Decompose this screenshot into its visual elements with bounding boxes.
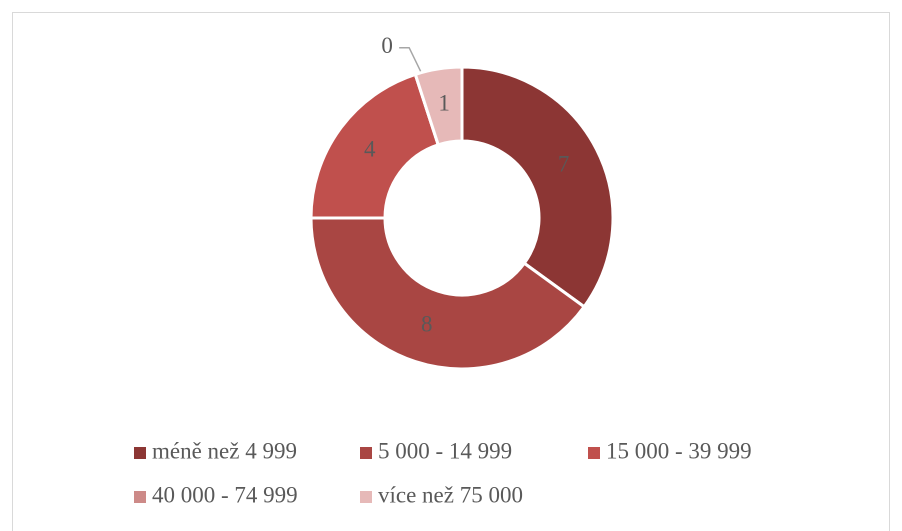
data-label: 0 bbox=[381, 33, 393, 58]
legend-label: 40 000 - 74 999 bbox=[152, 482, 298, 507]
legend-swatch bbox=[360, 491, 372, 503]
donut-slice bbox=[413, 65, 464, 147]
legend-swatch bbox=[134, 491, 146, 503]
data-label: 4 bbox=[364, 136, 376, 161]
legend-swatch bbox=[360, 447, 372, 459]
legend-label: 5 000 - 14 999 bbox=[378, 438, 512, 463]
legend-label: méně než 4 999 bbox=[152, 438, 297, 463]
legend-label: 15 000 - 39 999 bbox=[606, 438, 752, 463]
data-label: 8 bbox=[421, 312, 433, 337]
legend-swatch bbox=[134, 447, 146, 459]
donut-slice bbox=[460, 65, 615, 309]
donut-slice bbox=[309, 216, 587, 371]
donut-slice bbox=[309, 72, 441, 220]
legend-swatch bbox=[588, 447, 600, 459]
data-label: 1 bbox=[438, 91, 450, 116]
legend-label: více než 75 000 bbox=[378, 482, 523, 507]
data-label: 7 bbox=[558, 152, 570, 177]
